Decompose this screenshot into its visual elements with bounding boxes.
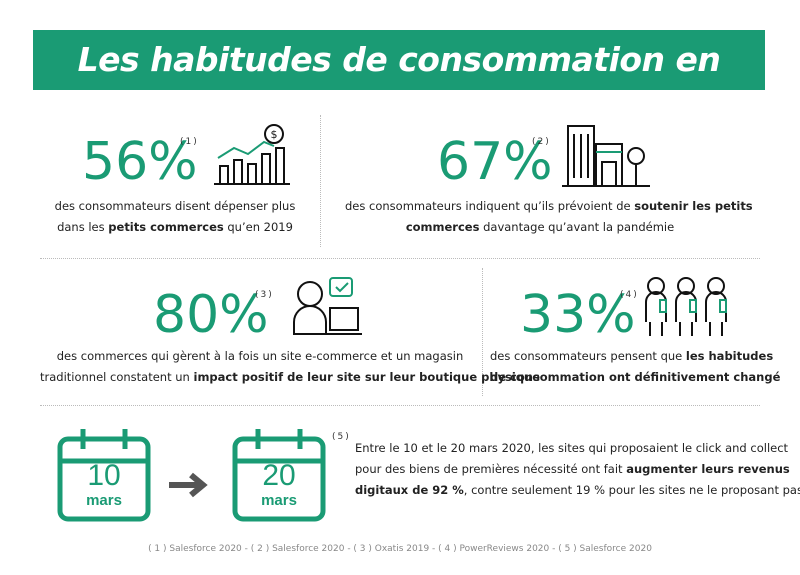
divider: [40, 405, 760, 406]
calendar-day: 20: [262, 459, 296, 492]
sources: ( 1 ) Salesforce 2020 - ( 2 ) Salesforce…: [148, 544, 652, 554]
stat-description: des consommateurs indiquent qu’ils prévo…: [345, 196, 753, 238]
stat-value: 33%: [520, 285, 636, 345]
text: davantage qu’avant la pandémie: [479, 220, 675, 234]
calendar-month: mars: [261, 492, 297, 509]
text: pour des biens de premières nécessité on…: [355, 462, 627, 476]
stat-description: des consommateurs pensent que les habitu…: [490, 346, 780, 388]
calendar-month: mars: [86, 492, 122, 509]
text-line: des commerces qui gèrent à la fois un si…: [40, 346, 480, 367]
text-line: commerces davantage qu’avant la pandémie: [345, 217, 735, 238]
calendar-description: Entre le 10 et le 20 mars 2020, les site…: [355, 438, 800, 501]
text: des consommateurs indiquent qu’ils prévo…: [345, 199, 635, 213]
bold-text: petits commerces: [108, 220, 224, 234]
arrow: [169, 472, 208, 498]
bold-text: soutenir les petits: [634, 199, 753, 213]
text-line: des consommateurs indiquent qu’ils prévo…: [345, 196, 753, 217]
stat-note: (4): [620, 290, 639, 300]
stat-value: 56%: [82, 132, 198, 192]
bold-text: augmenter leurs revenus: [626, 462, 790, 476]
calendar-icon: [57, 429, 151, 522]
stat-note: (2): [532, 137, 551, 147]
text: des consommateurs pensent que: [490, 349, 686, 363]
text: des commerces qui gèrent à la fois un si…: [56, 349, 464, 363]
stat-description: des consommateurs disent dépenser plus da…: [40, 196, 310, 238]
text-line: des consommateurs pensent que les habitu…: [490, 346, 773, 367]
bold-text: impact positif de leur site sur leur bou…: [193, 370, 541, 384]
stat-description: des commerces qui gèrent à la fois un si…: [40, 346, 540, 388]
text: traditionnel constatent un: [40, 370, 194, 384]
text-line: dans les petits commerces qu’en 2019: [40, 217, 310, 238]
text-line: traditionnel constatent un impact positi…: [40, 367, 540, 388]
bold-text: commerces: [405, 220, 480, 234]
divider: [40, 258, 760, 259]
text: dans les: [57, 220, 109, 234]
bold-text: de consommation ont définitivement chang…: [490, 370, 781, 384]
title-banner: [33, 30, 765, 90]
text: qu’en 2019: [223, 220, 293, 234]
bold-text: les habitudes: [685, 349, 774, 363]
text: des consommateurs disent dépenser plus: [54, 199, 296, 213]
calendar-icon: [232, 429, 326, 522]
divider: [482, 268, 483, 396]
text-line: digitaux de 92 %, contre seulement 19 % …: [355, 480, 800, 501]
stat-value: 67%: [437, 132, 553, 192]
calendar-day: 10: [87, 459, 121, 492]
bold-text: digitaux de 92 %: [355, 483, 464, 497]
stat-value: 80%: [153, 285, 269, 345]
text-line: Entre le 10 et le 20 mars 2020, les site…: [355, 438, 788, 459]
calendar-note: (5): [332, 432, 351, 442]
stat-note: (1): [180, 137, 199, 147]
text-line: des consommateurs disent dépenser plus: [40, 196, 310, 217]
title: Les habitudes de consommation en 2021: [77, 40, 721, 139]
people-icon: [645, 277, 727, 336]
text-line: de consommation ont définitivement chang…: [490, 367, 780, 388]
text: , contre seulement 19 % pour les sites n…: [463, 483, 800, 497]
stat-note: (3): [255, 290, 274, 300]
chart-icon: $: [214, 124, 290, 185]
person-icon: [293, 277, 362, 335]
svg-text:$: $: [271, 128, 278, 141]
text: Entre le 10 et le 20 mars 2020, les site…: [355, 441, 789, 455]
shops-icon: [562, 125, 650, 187]
text-line: pour des biens de premières nécessité on…: [355, 459, 790, 480]
divider: [320, 115, 321, 247]
